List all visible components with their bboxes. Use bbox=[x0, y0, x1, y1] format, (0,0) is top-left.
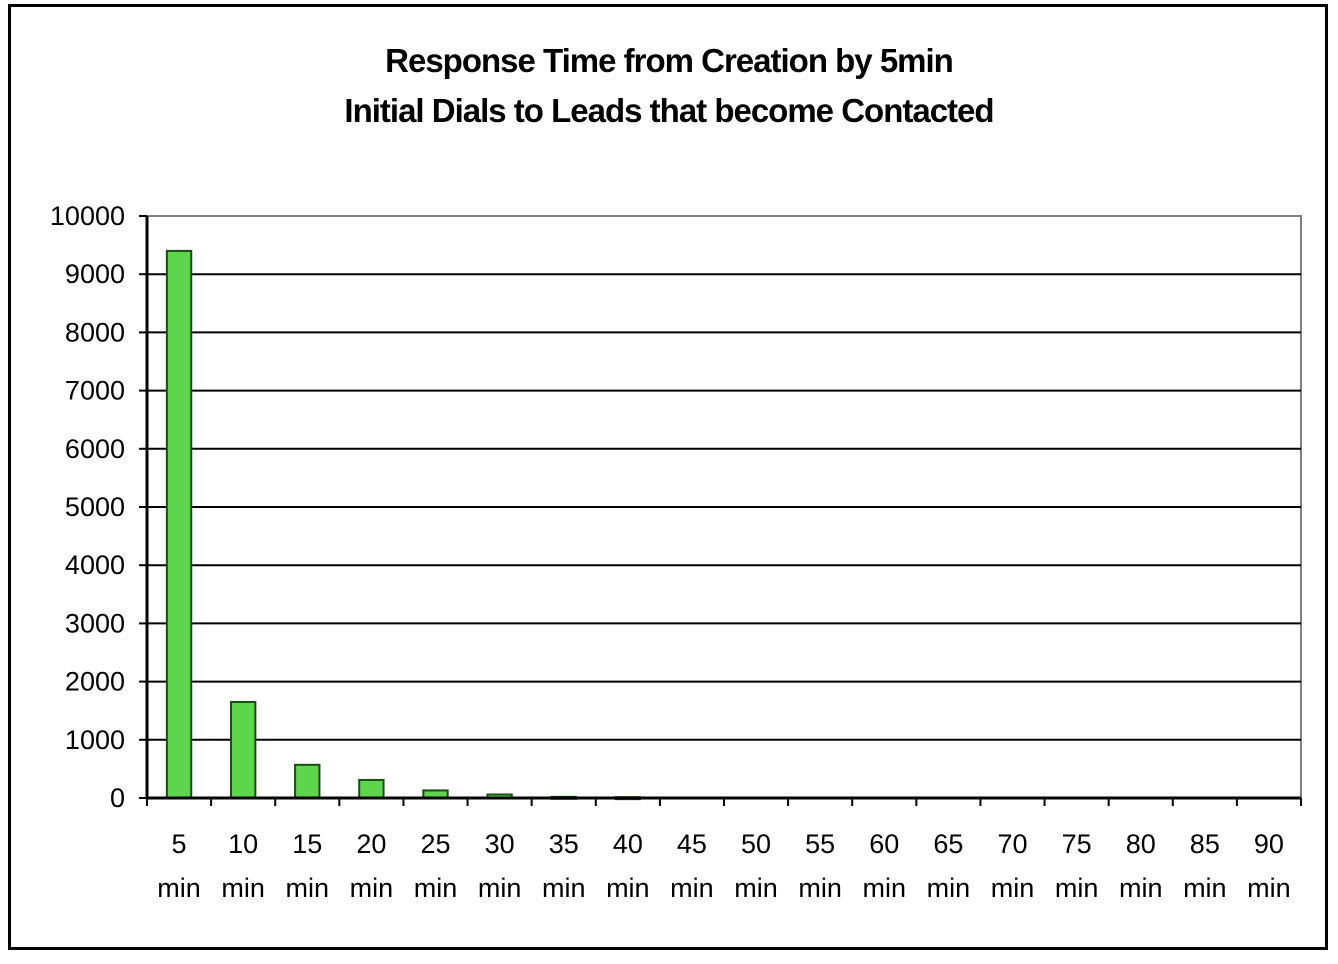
x-tick-label: 10 min bbox=[221, 829, 265, 903]
y-tick-label: 7000 bbox=[65, 376, 125, 406]
bar bbox=[358, 778, 385, 800]
x-tick-label: 45 min bbox=[670, 829, 714, 903]
chart-title-block: Response Time from Creation by 5min Init… bbox=[0, 36, 1338, 136]
y-tick-label: 1000 bbox=[65, 725, 125, 755]
bar bbox=[294, 763, 321, 799]
y-tick-label: 10000 bbox=[50, 201, 125, 231]
chart-title: Response Time from Creation by 5min bbox=[385, 42, 954, 79]
x-tick-label: 55 min bbox=[798, 829, 842, 903]
tick-labels: 0 1000 2000 3000 4000 5000 6000 7000 8000 9000 100… bbox=[50, 201, 1291, 903]
x-tick-label: 60 min bbox=[863, 829, 907, 903]
y-tick-label: 8000 bbox=[65, 317, 125, 347]
gridlines bbox=[146, 215, 1302, 799]
y-tick-label: 6000 bbox=[65, 434, 125, 464]
x-tick-label: 20 min bbox=[350, 829, 394, 903]
x-tick-label: 40 min bbox=[606, 829, 650, 903]
x-tick-label: 5 min bbox=[157, 829, 201, 903]
y-tick-label: 3000 bbox=[65, 608, 125, 638]
x-tick-label: 90 min bbox=[1247, 829, 1291, 903]
bar bbox=[165, 249, 193, 800]
x-tick-label: 80 min bbox=[1119, 829, 1163, 903]
y-tick-label: 0 bbox=[110, 783, 125, 813]
y-tick-label: 4000 bbox=[65, 550, 125, 580]
x-tick-label: 30 min bbox=[478, 829, 522, 903]
x-tick-label: 50 min bbox=[734, 829, 778, 903]
x-tick-label: 65 min bbox=[927, 829, 971, 903]
x-tick-label: 35 min bbox=[542, 829, 586, 903]
x-tick-label: 15 min bbox=[286, 829, 330, 903]
x-tick-label: 70 min bbox=[991, 829, 1035, 903]
x-tick-label: 75 min bbox=[1055, 829, 1099, 903]
x-tick-label: 25 min bbox=[414, 829, 458, 903]
chart-subtitle: Initial Dials to Leads that become Conta… bbox=[344, 92, 994, 129]
bar bbox=[229, 700, 257, 799]
bars bbox=[165, 249, 642, 801]
y-tick-label: 9000 bbox=[65, 259, 125, 289]
chart-frame bbox=[8, 4, 1328, 950]
axes bbox=[139, 215, 1302, 806]
y-tick-label: 5000 bbox=[65, 492, 125, 522]
y-tick-label: 2000 bbox=[65, 667, 125, 697]
x-tick-label: 85 min bbox=[1183, 829, 1227, 903]
